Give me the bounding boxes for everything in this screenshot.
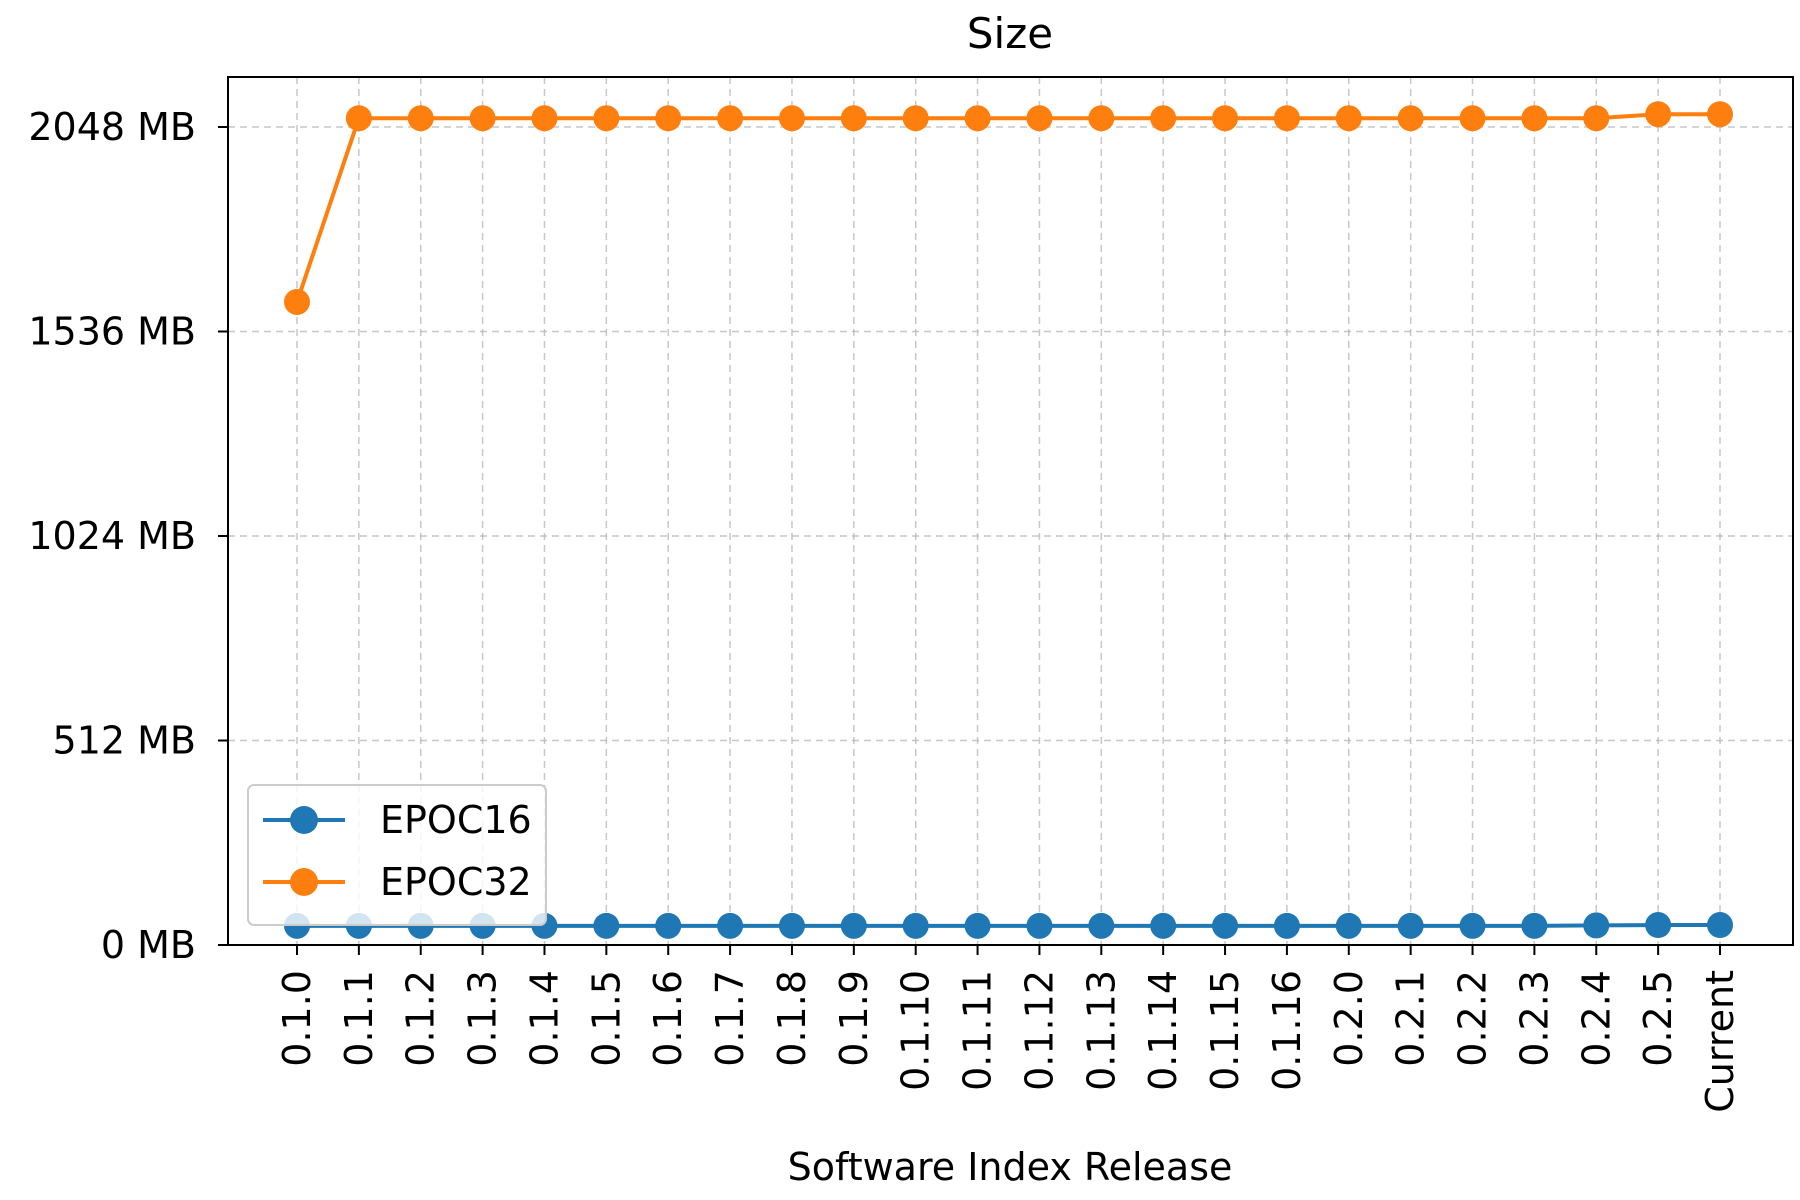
x-tick-label: 0.2.0	[1327, 970, 1371, 1067]
data-point-epoc16	[1273, 912, 1300, 939]
series-line-epoc32	[295, 112, 1720, 303]
x-axis-label: Software Index Release	[788, 1145, 1233, 1189]
legend-entry-epoc16: EPOC16	[263, 798, 532, 842]
data-point-epoc16	[840, 912, 867, 939]
legend-marker-epoc16	[290, 806, 318, 834]
data-point-epoc32	[1397, 105, 1424, 132]
y-tick-label: 1536 MB	[28, 310, 196, 354]
x-tick-label: 0.1.3	[461, 970, 505, 1067]
data-point-epoc32	[717, 105, 744, 132]
x-tick-label: 0.1.1	[337, 970, 381, 1067]
x-tick-label: 0.2.5	[1636, 970, 1680, 1067]
y-tick-label: 2048 MB	[28, 105, 196, 149]
data-point-epoc16	[778, 912, 805, 939]
data-point-epoc32	[1707, 101, 1733, 128]
x-tick-label: 0.1.4	[522, 970, 566, 1067]
data-point-epoc32	[1335, 105, 1362, 132]
x-tick-label: 0.1.16	[1265, 970, 1309, 1091]
x-tick-label: 0.1.0	[275, 970, 319, 1067]
x-tick-label: 0.1.13	[1079, 970, 1123, 1091]
data-point-epoc16	[717, 912, 744, 939]
x-tick-label: 0.1.15	[1203, 970, 1247, 1091]
plot-area-frame	[227, 76, 1794, 946]
y-axis: 0 MB 512 MB 1024 MB 1536 MB 2048 MB	[28, 105, 228, 967]
data-series	[284, 101, 1733, 939]
data-point-epoc32	[1459, 105, 1486, 132]
x-tick-label: 0.1.6	[646, 970, 690, 1067]
data-point-epoc32	[1583, 105, 1610, 132]
data-point-epoc16	[1583, 912, 1610, 939]
data-point-epoc32	[1645, 101, 1672, 128]
x-tick-label: 0.1.9	[832, 970, 876, 1067]
y-tick-label: 1024 MB	[28, 514, 196, 558]
data-point-epoc32	[1212, 105, 1239, 132]
series-epoc32	[284, 101, 1733, 315]
x-tick-label: 0.1.11	[956, 970, 1000, 1091]
x-tick-label: Current	[1698, 970, 1742, 1113]
data-point-epoc32	[840, 105, 867, 132]
data-point-epoc32	[1088, 105, 1115, 132]
y-tick-label: 512 MB	[53, 719, 196, 763]
data-point-epoc32	[593, 105, 620, 132]
data-point-epoc32	[407, 105, 434, 132]
x-tick-label: 0.2.4	[1574, 970, 1618, 1067]
data-point-epoc32	[964, 105, 991, 132]
legend-label-epoc32: EPOC32	[380, 860, 532, 904]
data-point-epoc32	[284, 288, 310, 315]
legend: EPOC16 EPOC32	[247, 784, 547, 926]
y-tick-label: 0 MB	[101, 923, 196, 967]
x-tick-label: 0.1.8	[770, 970, 814, 1067]
data-point-epoc16	[1521, 912, 1548, 939]
data-point-epoc32	[655, 105, 682, 132]
data-point-epoc16	[964, 912, 991, 939]
data-point-epoc16	[1335, 912, 1362, 939]
data-point-epoc32	[1521, 105, 1548, 132]
data-point-epoc32	[1150, 105, 1177, 132]
data-point-epoc16	[1212, 912, 1239, 939]
x-tick-label: 0.1.5	[584, 970, 628, 1067]
x-tick-label: 0.1.14	[1141, 970, 1185, 1091]
legend-label-epoc16: EPOC16	[380, 798, 532, 842]
x-tick-label: 0.2.1	[1389, 970, 1433, 1067]
legend-marker-epoc32	[290, 868, 318, 896]
data-point-epoc16	[1645, 912, 1672, 939]
gridlines	[228, 77, 1793, 945]
data-point-epoc32	[902, 105, 929, 132]
data-point-epoc16	[593, 912, 620, 939]
data-point-epoc16	[1026, 912, 1053, 939]
data-point-epoc16	[1088, 912, 1115, 939]
legend-entry-epoc32: EPOC32	[263, 860, 532, 904]
x-tick-label: 0.1.2	[399, 970, 443, 1067]
x-axis: 0.1.0 0.1.1 0.1.2 0.1.3 0.1.4 0.1.5 0.1.6 0.1.7…	[275, 945, 1742, 1113]
data-point-epoc32	[531, 105, 558, 132]
chart-title: Size	[967, 9, 1053, 58]
data-point-epoc16	[1150, 912, 1177, 939]
data-point-epoc32	[345, 105, 372, 132]
data-point-epoc32	[469, 105, 496, 132]
data-point-epoc32	[1273, 105, 1300, 132]
data-point-epoc16	[1397, 912, 1424, 939]
data-point-epoc32	[1026, 105, 1053, 132]
data-point-epoc16	[1459, 912, 1486, 939]
x-tick-label: 0.1.7	[708, 970, 752, 1067]
x-tick-label: 0.2.3	[1512, 970, 1556, 1067]
data-point-epoc16	[902, 912, 929, 939]
data-point-epoc16	[655, 912, 682, 939]
x-tick-label: 0.1.12	[1017, 970, 1061, 1091]
x-tick-label: 0.1.10	[894, 970, 938, 1091]
data-point-epoc32	[778, 105, 805, 132]
x-tick-label: 0.2.2	[1451, 970, 1495, 1067]
data-point-epoc16	[1707, 912, 1733, 939]
